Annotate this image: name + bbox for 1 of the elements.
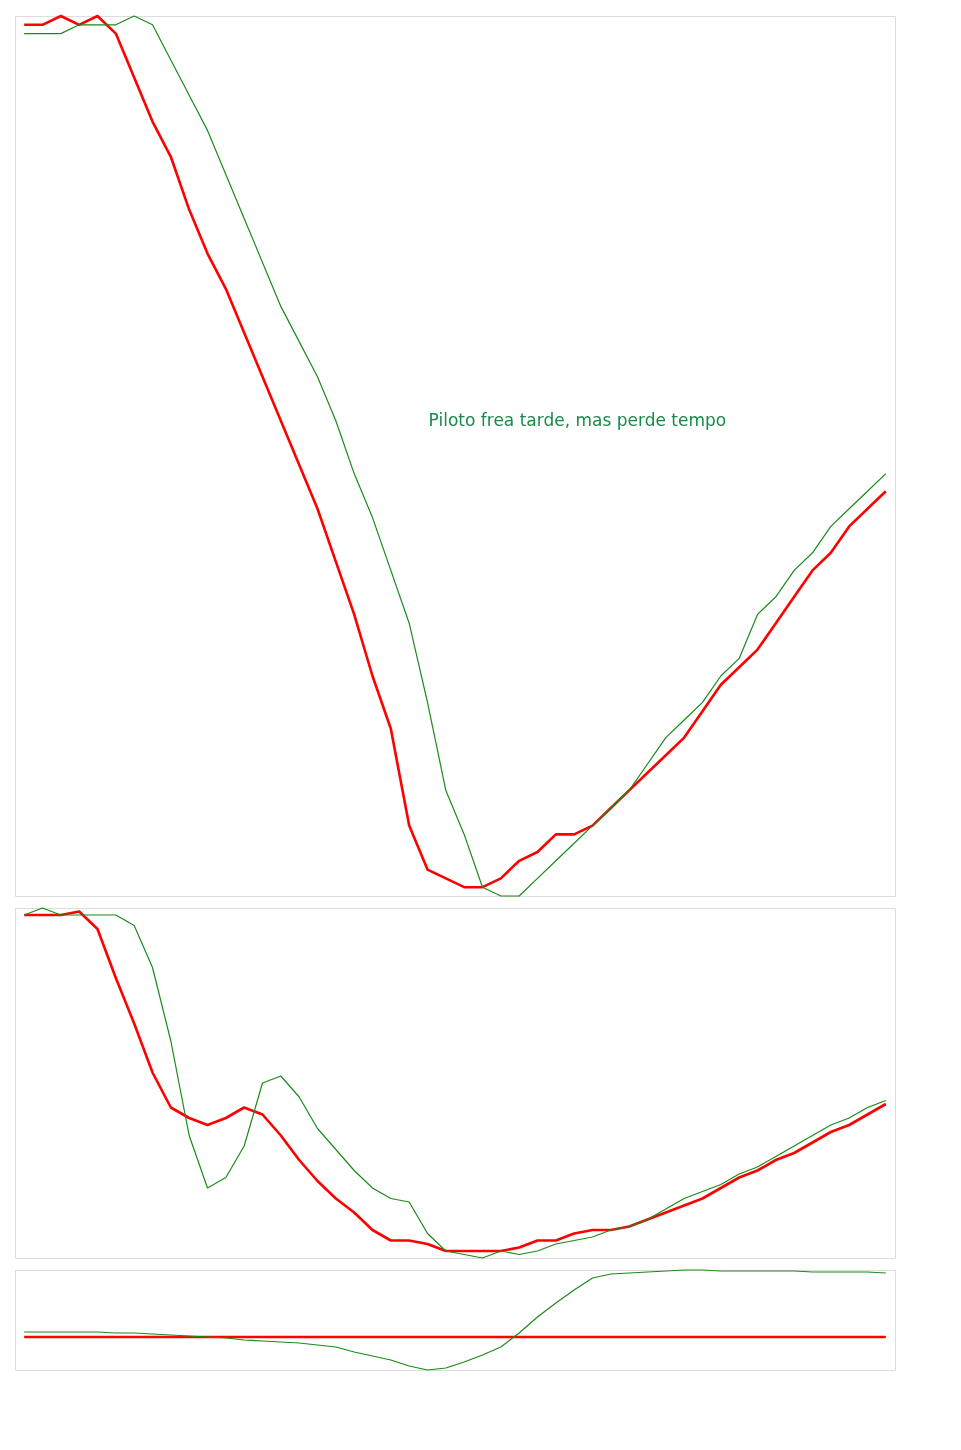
annotation: Piloto frea tarde, mas perde tempo [428, 409, 727, 430]
